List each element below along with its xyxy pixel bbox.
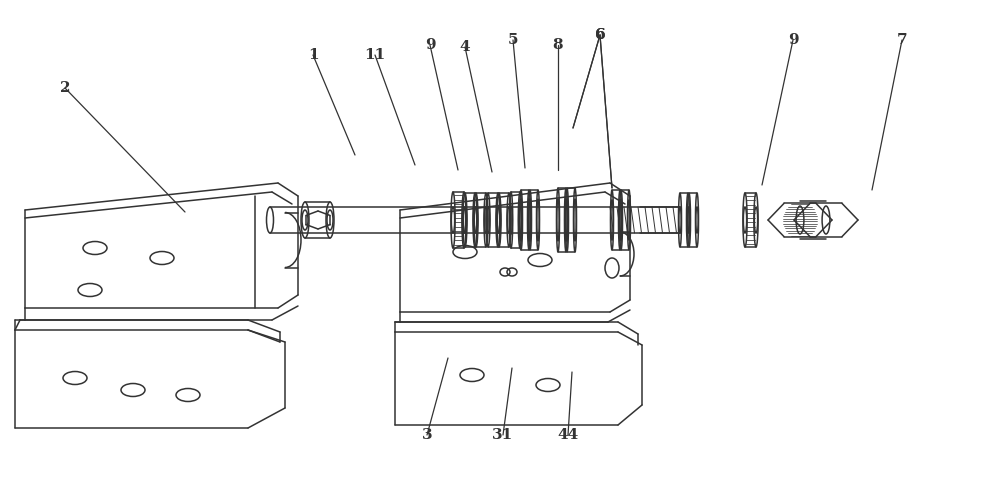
- Text: 8: 8: [553, 38, 563, 52]
- Text: 7: 7: [897, 33, 907, 47]
- Text: 9: 9: [425, 38, 435, 52]
- Text: 6: 6: [595, 28, 605, 42]
- Text: 31: 31: [492, 428, 514, 442]
- Text: 2: 2: [60, 81, 70, 95]
- Text: 6: 6: [595, 28, 605, 42]
- Text: 4: 4: [460, 40, 470, 54]
- Text: 9: 9: [788, 33, 798, 47]
- Text: 3: 3: [422, 428, 432, 442]
- Text: 11: 11: [364, 48, 386, 62]
- Text: 5: 5: [508, 33, 518, 47]
- Text: 1: 1: [308, 48, 318, 62]
- Text: 44: 44: [557, 428, 579, 442]
